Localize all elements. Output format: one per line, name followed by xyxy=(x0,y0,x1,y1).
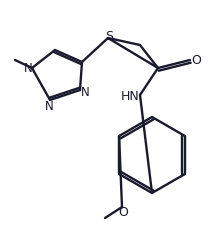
Text: N: N xyxy=(24,63,32,76)
Text: O: O xyxy=(118,205,128,218)
Text: S: S xyxy=(105,30,113,44)
Text: N: N xyxy=(81,85,89,98)
Text: N: N xyxy=(45,101,53,114)
Text: O: O xyxy=(191,55,201,68)
Text: HN: HN xyxy=(121,90,139,103)
